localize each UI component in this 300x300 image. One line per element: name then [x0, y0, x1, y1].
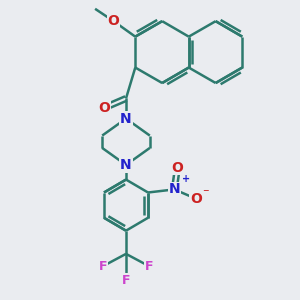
Text: F: F [122, 274, 130, 287]
Text: ⁻: ⁻ [202, 187, 209, 200]
Text: O: O [108, 14, 120, 28]
Text: N: N [120, 112, 132, 126]
Text: F: F [99, 260, 107, 273]
Text: O: O [172, 161, 183, 175]
Text: +: + [182, 174, 190, 184]
Text: N: N [120, 158, 132, 172]
Text: O: O [98, 101, 110, 115]
Text: O: O [190, 192, 202, 206]
Text: F: F [145, 260, 153, 273]
Text: N: N [169, 182, 180, 197]
